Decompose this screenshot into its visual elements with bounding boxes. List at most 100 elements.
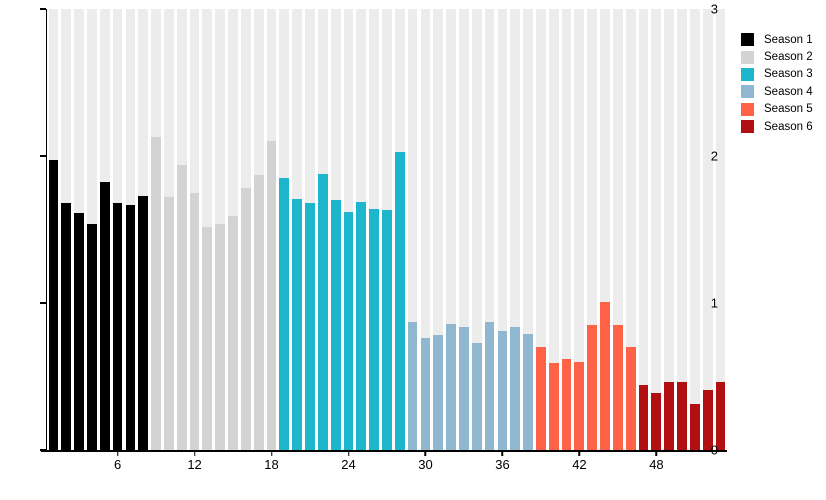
legend-item-season-1: Season 1	[741, 31, 813, 48]
bar-episode-9	[151, 136, 161, 450]
bar-episode-45	[612, 325, 623, 450]
episode-slot-46	[624, 9, 637, 450]
x-tick-mark	[655, 451, 658, 456]
episode-slot-43	[586, 9, 599, 450]
episode-slot-19	[278, 9, 291, 450]
bar-episode-21	[305, 203, 315, 450]
bar-episode-33	[459, 326, 469, 450]
bar-episode-40	[548, 363, 559, 450]
background-stripe	[715, 9, 726, 450]
bar-episode-31	[433, 335, 444, 450]
background-stripe	[433, 9, 444, 450]
bar-episode-10	[163, 197, 174, 450]
episode-slot-23	[329, 9, 342, 450]
bar-episode-20	[292, 198, 303, 450]
episode-slot-37	[509, 9, 522, 450]
y-tick-label: 0	[710, 442, 718, 458]
episode-slot-1	[47, 9, 60, 450]
background-stripe	[587, 9, 598, 450]
episode-slot-30	[419, 9, 432, 450]
episode-slot-3	[73, 9, 86, 450]
legend-item-season-3: Season 3	[741, 66, 813, 83]
x-tick-mark	[578, 451, 581, 456]
legend-item-season-2: Season 2	[741, 48, 813, 65]
legend-label: Season 5	[764, 103, 813, 116]
episode-slot-27	[381, 9, 394, 450]
episode-slot-35	[483, 9, 496, 450]
episode-slot-18	[265, 9, 278, 450]
episode-slot-36	[496, 9, 509, 450]
x-tick-label: 6	[113, 457, 122, 472]
episode-slot-16	[239, 9, 252, 450]
episode-slot-21	[304, 9, 317, 450]
y-tick-label: 1	[710, 295, 718, 311]
episode-slot-25	[355, 9, 368, 450]
x-tick-mark	[116, 451, 119, 456]
episode-slot-10	[162, 9, 175, 450]
bar-episode-24	[343, 211, 354, 450]
y-tick-label: 3	[710, 1, 718, 17]
bar-episode-2	[61, 203, 72, 450]
episode-slot-4	[85, 9, 98, 450]
x-axis-line	[41, 450, 727, 452]
x-tick-label: 36	[495, 457, 510, 472]
bar-episode-53	[715, 382, 726, 450]
bar-episode-26	[369, 208, 379, 450]
episode-slot-38	[522, 9, 535, 450]
background-stripe	[548, 9, 559, 450]
legend-label: Season 3	[764, 68, 813, 81]
episode-slot-24	[342, 9, 355, 450]
bar-episode-35	[484, 322, 495, 450]
x-tick-mark	[347, 451, 350, 456]
background-stripe	[638, 9, 649, 450]
x-tick-label: 24	[341, 457, 356, 472]
bar-episode-49	[664, 382, 675, 450]
episode-slot-53	[714, 9, 727, 450]
episode-slot-49	[663, 9, 676, 450]
bar-episode-1	[48, 160, 59, 450]
y-tick-mark	[39, 155, 46, 157]
episode-slot-12	[188, 9, 201, 450]
x-tick-label: 42	[572, 457, 587, 472]
bar-episode-47	[638, 385, 649, 450]
episode-slot-14	[214, 9, 227, 450]
bar-episode-22	[317, 173, 328, 450]
episode-slot-41	[560, 9, 573, 450]
episode-slot-52	[701, 9, 714, 450]
legend-swatch	[741, 50, 754, 64]
bar-episode-3	[74, 213, 84, 450]
background-stripe	[471, 9, 482, 450]
episode-slot-6	[111, 9, 124, 450]
bar-episode-30	[420, 338, 431, 450]
episode-slot-15	[227, 9, 240, 450]
bar-episode-42	[574, 361, 585, 450]
background-stripe	[407, 9, 418, 450]
y-tick-mark	[39, 449, 46, 451]
background-stripe	[689, 9, 700, 450]
background-stripe	[600, 9, 610, 450]
background-stripe	[497, 9, 508, 450]
y-tick-label: 2	[710, 148, 718, 164]
bar-episode-15	[228, 216, 238, 450]
episode-slot-51	[688, 9, 701, 450]
episode-slot-11	[175, 9, 188, 450]
bar-episode-14	[215, 223, 226, 450]
legend-label: Season 4	[764, 85, 813, 98]
episode-slot-31	[432, 9, 445, 450]
bar-episode-52	[702, 389, 713, 450]
bar-episode-19	[279, 178, 290, 450]
bar-episode-27	[382, 210, 392, 450]
legend-swatch	[741, 67, 754, 81]
bar-episode-18	[266, 141, 277, 450]
background-stripe	[536, 9, 546, 450]
bar-episode-5	[99, 182, 110, 450]
background-stripe	[459, 9, 469, 450]
bar-episode-46	[625, 347, 636, 450]
bar-episode-8	[138, 195, 149, 450]
x-tick-mark	[424, 451, 427, 456]
legend-label: Season 6	[764, 120, 813, 133]
legend-label: Season 2	[764, 51, 813, 64]
bar-episode-23	[330, 200, 341, 450]
episode-slot-13	[201, 9, 214, 450]
y-tick-mark	[39, 8, 46, 10]
